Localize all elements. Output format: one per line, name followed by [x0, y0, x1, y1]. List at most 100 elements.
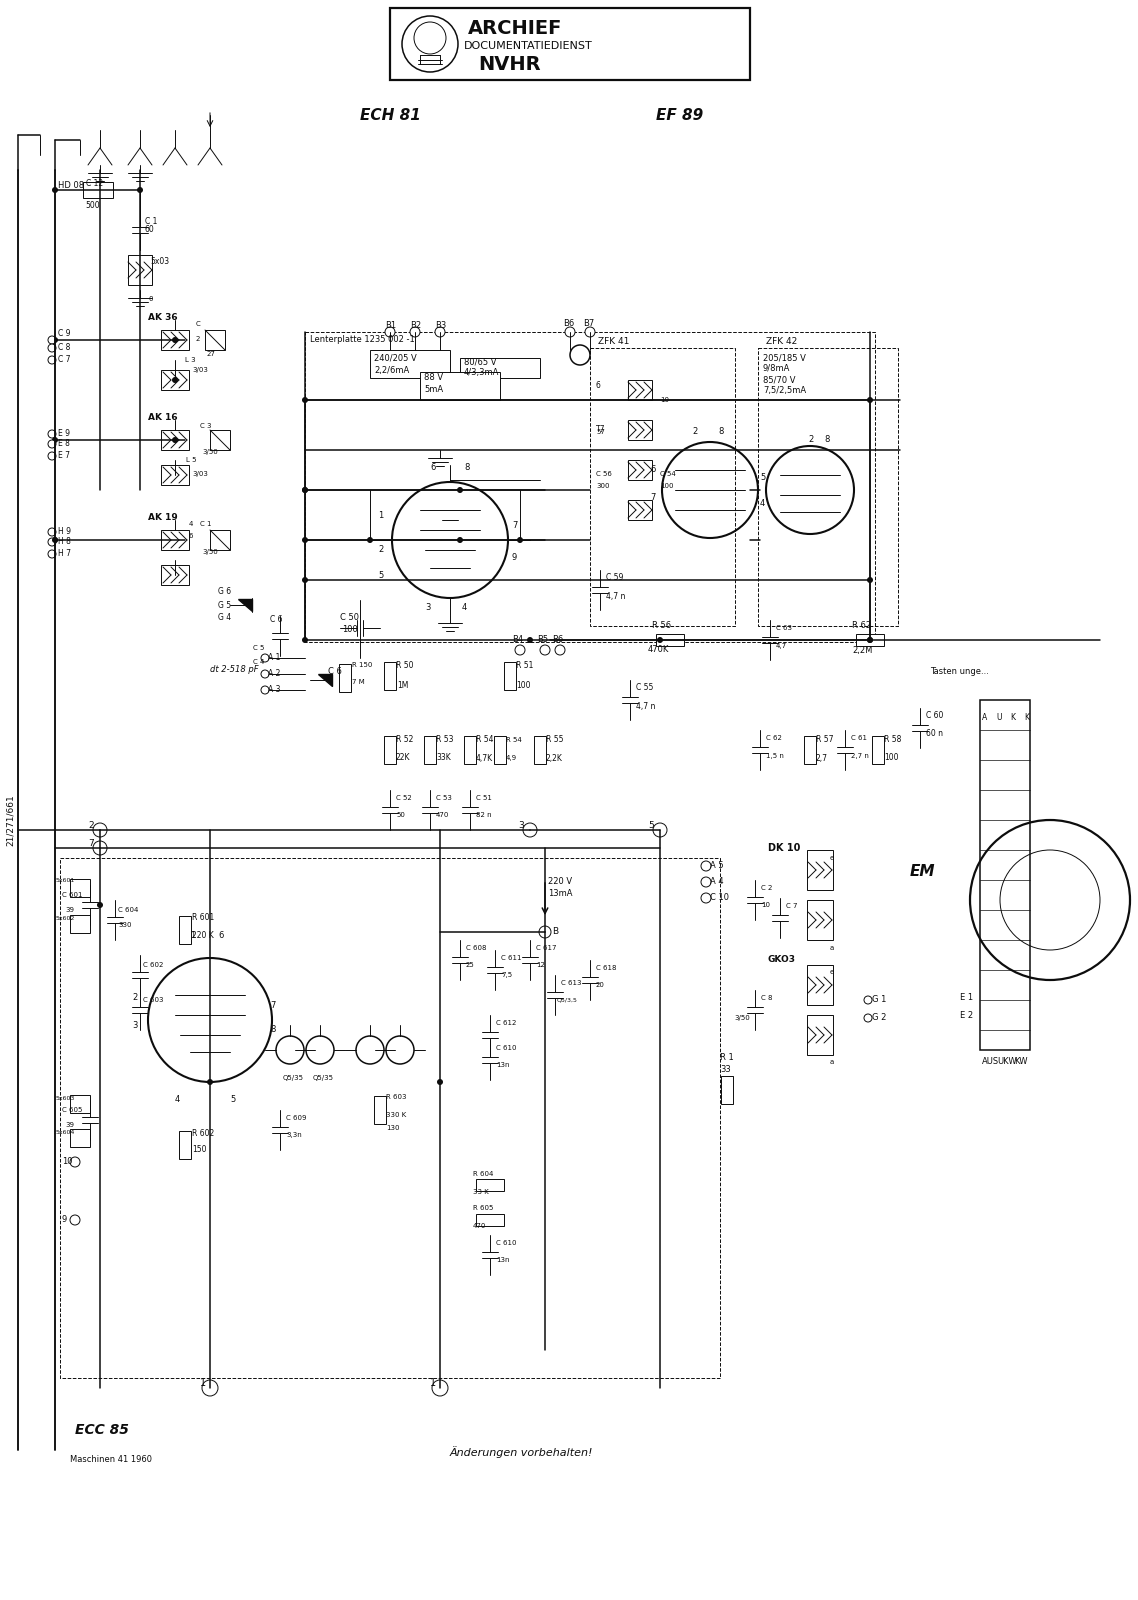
Bar	[205, 330, 225, 350]
Text: 4: 4	[189, 522, 193, 526]
Text: e: e	[830, 970, 834, 974]
Circle shape	[517, 538, 523, 542]
Circle shape	[172, 338, 178, 342]
Circle shape	[48, 430, 56, 438]
Text: A 2: A 2	[269, 669, 280, 678]
Circle shape	[48, 538, 56, 546]
Circle shape	[391, 482, 508, 598]
Circle shape	[366, 538, 373, 542]
Circle shape	[52, 437, 58, 443]
Bar	[160, 565, 189, 586]
Text: Q5/3,5: Q5/3,5	[556, 997, 578, 1003]
Text: C 604: C 604	[118, 907, 139, 914]
Text: 3/50: 3/50	[203, 549, 217, 555]
Circle shape	[48, 357, 56, 365]
Text: 3/03: 3/03	[192, 470, 208, 477]
Text: 3/50: 3/50	[203, 450, 217, 454]
Text: 33K: 33K	[436, 754, 451, 763]
Text: 7: 7	[650, 493, 655, 502]
Bar	[807, 899, 833, 939]
Text: 3/03: 3/03	[192, 366, 208, 373]
Circle shape	[457, 486, 463, 493]
Text: C 53: C 53	[436, 795, 452, 802]
Text: C 50: C 50	[340, 613, 358, 622]
Text: R 603: R 603	[386, 1094, 406, 1101]
Circle shape	[864, 995, 872, 1005]
Text: 2,7: 2,7	[816, 754, 828, 763]
Text: 7,5: 7,5	[501, 971, 512, 978]
Text: 100: 100	[516, 680, 530, 690]
Text: Tasten unge...: Tasten unge...	[930, 667, 989, 677]
Text: C 610: C 610	[496, 1045, 517, 1051]
Text: C 611: C 611	[501, 955, 521, 962]
Bar	[420, 371, 500, 400]
Circle shape	[970, 819, 1130, 979]
Bar	[179, 1131, 191, 1158]
Text: 7,5/2,5mA: 7,5/2,5mA	[762, 386, 806, 395]
Text: E 8: E 8	[58, 440, 69, 448]
Circle shape	[516, 645, 525, 654]
Text: B: B	[552, 928, 558, 936]
Bar	[464, 736, 476, 765]
Text: 9/8mA: 9/8mA	[762, 363, 791, 373]
Text: 2,2M: 2,2M	[852, 645, 873, 654]
Circle shape	[701, 877, 711, 886]
Text: 100: 100	[660, 483, 674, 490]
Text: C 2: C 2	[761, 885, 773, 891]
Circle shape	[867, 637, 873, 643]
Circle shape	[302, 486, 308, 493]
Bar	[211, 430, 230, 450]
Circle shape	[564, 326, 575, 338]
Text: R 602: R 602	[192, 1128, 214, 1138]
Text: 3: 3	[132, 1021, 138, 1029]
Bar	[655, 634, 684, 646]
Circle shape	[457, 538, 463, 542]
Text: 3/50: 3/50	[734, 1014, 750, 1021]
Circle shape	[93, 842, 107, 854]
Text: 50: 50	[396, 813, 405, 818]
Bar	[628, 379, 652, 400]
Bar	[424, 736, 436, 765]
Bar	[872, 736, 884, 765]
Text: 8: 8	[824, 435, 830, 445]
Text: 33: 33	[720, 1066, 731, 1075]
Circle shape	[137, 187, 143, 194]
Bar	[460, 358, 541, 378]
Polygon shape	[318, 674, 332, 686]
Text: C 5: C 5	[253, 645, 264, 651]
Text: ECH 81: ECH 81	[360, 107, 420, 123]
Text: R 601: R 601	[192, 914, 214, 923]
Text: E 7: E 7	[58, 451, 71, 461]
Circle shape	[48, 451, 56, 461]
Bar	[390, 8, 750, 80]
Circle shape	[1000, 850, 1100, 950]
Text: 5x03: 5x03	[150, 258, 170, 267]
Circle shape	[52, 538, 58, 542]
Bar	[476, 1214, 504, 1226]
Text: GKO3: GKO3	[768, 955, 795, 965]
Bar	[71, 915, 90, 933]
Text: 1: 1	[378, 510, 384, 520]
Text: NVHR: NVHR	[479, 56, 542, 75]
Text: 220 K: 220 K	[192, 931, 214, 939]
Text: R 150: R 150	[352, 662, 372, 669]
Text: KW: KW	[1014, 1058, 1028, 1067]
Text: R 53: R 53	[436, 736, 454, 744]
Text: C 610: C 610	[496, 1240, 517, 1246]
Bar	[980, 701, 1030, 1050]
Circle shape	[302, 578, 308, 582]
Text: 13n: 13n	[496, 1258, 510, 1262]
Text: 4,7K: 4,7K	[476, 754, 493, 763]
Text: 1,5 n: 1,5 n	[766, 754, 784, 758]
Bar	[476, 1179, 504, 1190]
Circle shape	[48, 344, 56, 352]
Bar	[807, 965, 833, 1005]
Circle shape	[437, 1078, 443, 1085]
Text: G 6: G 6	[218, 587, 231, 597]
Text: B6: B6	[563, 318, 575, 328]
Text: 6: 6	[218, 931, 223, 941]
Text: G 2: G 2	[872, 1013, 887, 1022]
Text: ZFK 41: ZFK 41	[597, 338, 629, 347]
Circle shape	[93, 822, 107, 837]
Text: 0: 0	[149, 296, 154, 302]
